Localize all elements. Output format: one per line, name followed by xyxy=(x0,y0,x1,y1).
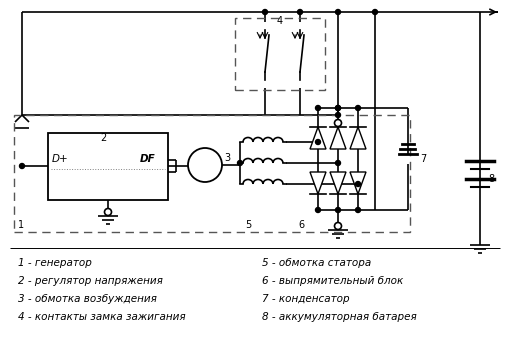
Text: 7 - конденсатор: 7 - конденсатор xyxy=(262,294,349,304)
Circle shape xyxy=(335,105,340,110)
Circle shape xyxy=(355,208,360,213)
Text: 6: 6 xyxy=(297,220,303,230)
Circle shape xyxy=(315,140,320,144)
Polygon shape xyxy=(309,127,325,149)
Bar xyxy=(48,133,167,200)
Circle shape xyxy=(19,164,24,169)
Text: 1: 1 xyxy=(18,220,24,230)
Circle shape xyxy=(355,181,360,186)
Text: 7: 7 xyxy=(419,154,426,164)
Circle shape xyxy=(237,160,242,165)
Text: 2: 2 xyxy=(100,133,106,143)
Text: 1 - генератор: 1 - генератор xyxy=(18,258,92,268)
Bar xyxy=(14,115,409,232)
Circle shape xyxy=(188,148,221,182)
Polygon shape xyxy=(349,172,365,194)
Text: 5: 5 xyxy=(244,220,251,230)
Circle shape xyxy=(334,223,341,229)
Circle shape xyxy=(262,10,267,15)
Circle shape xyxy=(372,10,377,15)
Text: 4 - контакты замка зажигания: 4 - контакты замка зажигания xyxy=(18,312,185,322)
Text: 5 - обмотка статора: 5 - обмотка статора xyxy=(262,258,371,268)
Circle shape xyxy=(334,120,341,126)
Polygon shape xyxy=(329,172,345,194)
Circle shape xyxy=(335,160,340,165)
Polygon shape xyxy=(309,172,325,194)
Text: 3 - обмотка возбуждения: 3 - обмотка возбуждения xyxy=(18,294,157,304)
Text: 2 - регулятор напряжения: 2 - регулятор напряжения xyxy=(18,276,162,286)
Circle shape xyxy=(297,10,302,15)
Circle shape xyxy=(335,10,340,15)
Circle shape xyxy=(335,208,340,213)
Text: 4: 4 xyxy=(276,16,282,26)
Text: 3: 3 xyxy=(223,153,230,163)
Circle shape xyxy=(355,105,360,110)
Text: 6 - выпрямительный блок: 6 - выпрямительный блок xyxy=(262,276,403,286)
Polygon shape xyxy=(329,127,345,149)
Text: D+: D+ xyxy=(52,154,69,164)
Bar xyxy=(235,18,324,90)
Circle shape xyxy=(315,105,320,110)
Text: 8 - аккумуляторная батарея: 8 - аккумуляторная батарея xyxy=(262,312,416,322)
Circle shape xyxy=(104,208,111,215)
Text: DF: DF xyxy=(140,154,155,164)
Circle shape xyxy=(335,105,340,110)
Circle shape xyxy=(315,208,320,213)
Polygon shape xyxy=(349,127,365,149)
Circle shape xyxy=(335,113,340,118)
Text: 8: 8 xyxy=(487,174,493,184)
